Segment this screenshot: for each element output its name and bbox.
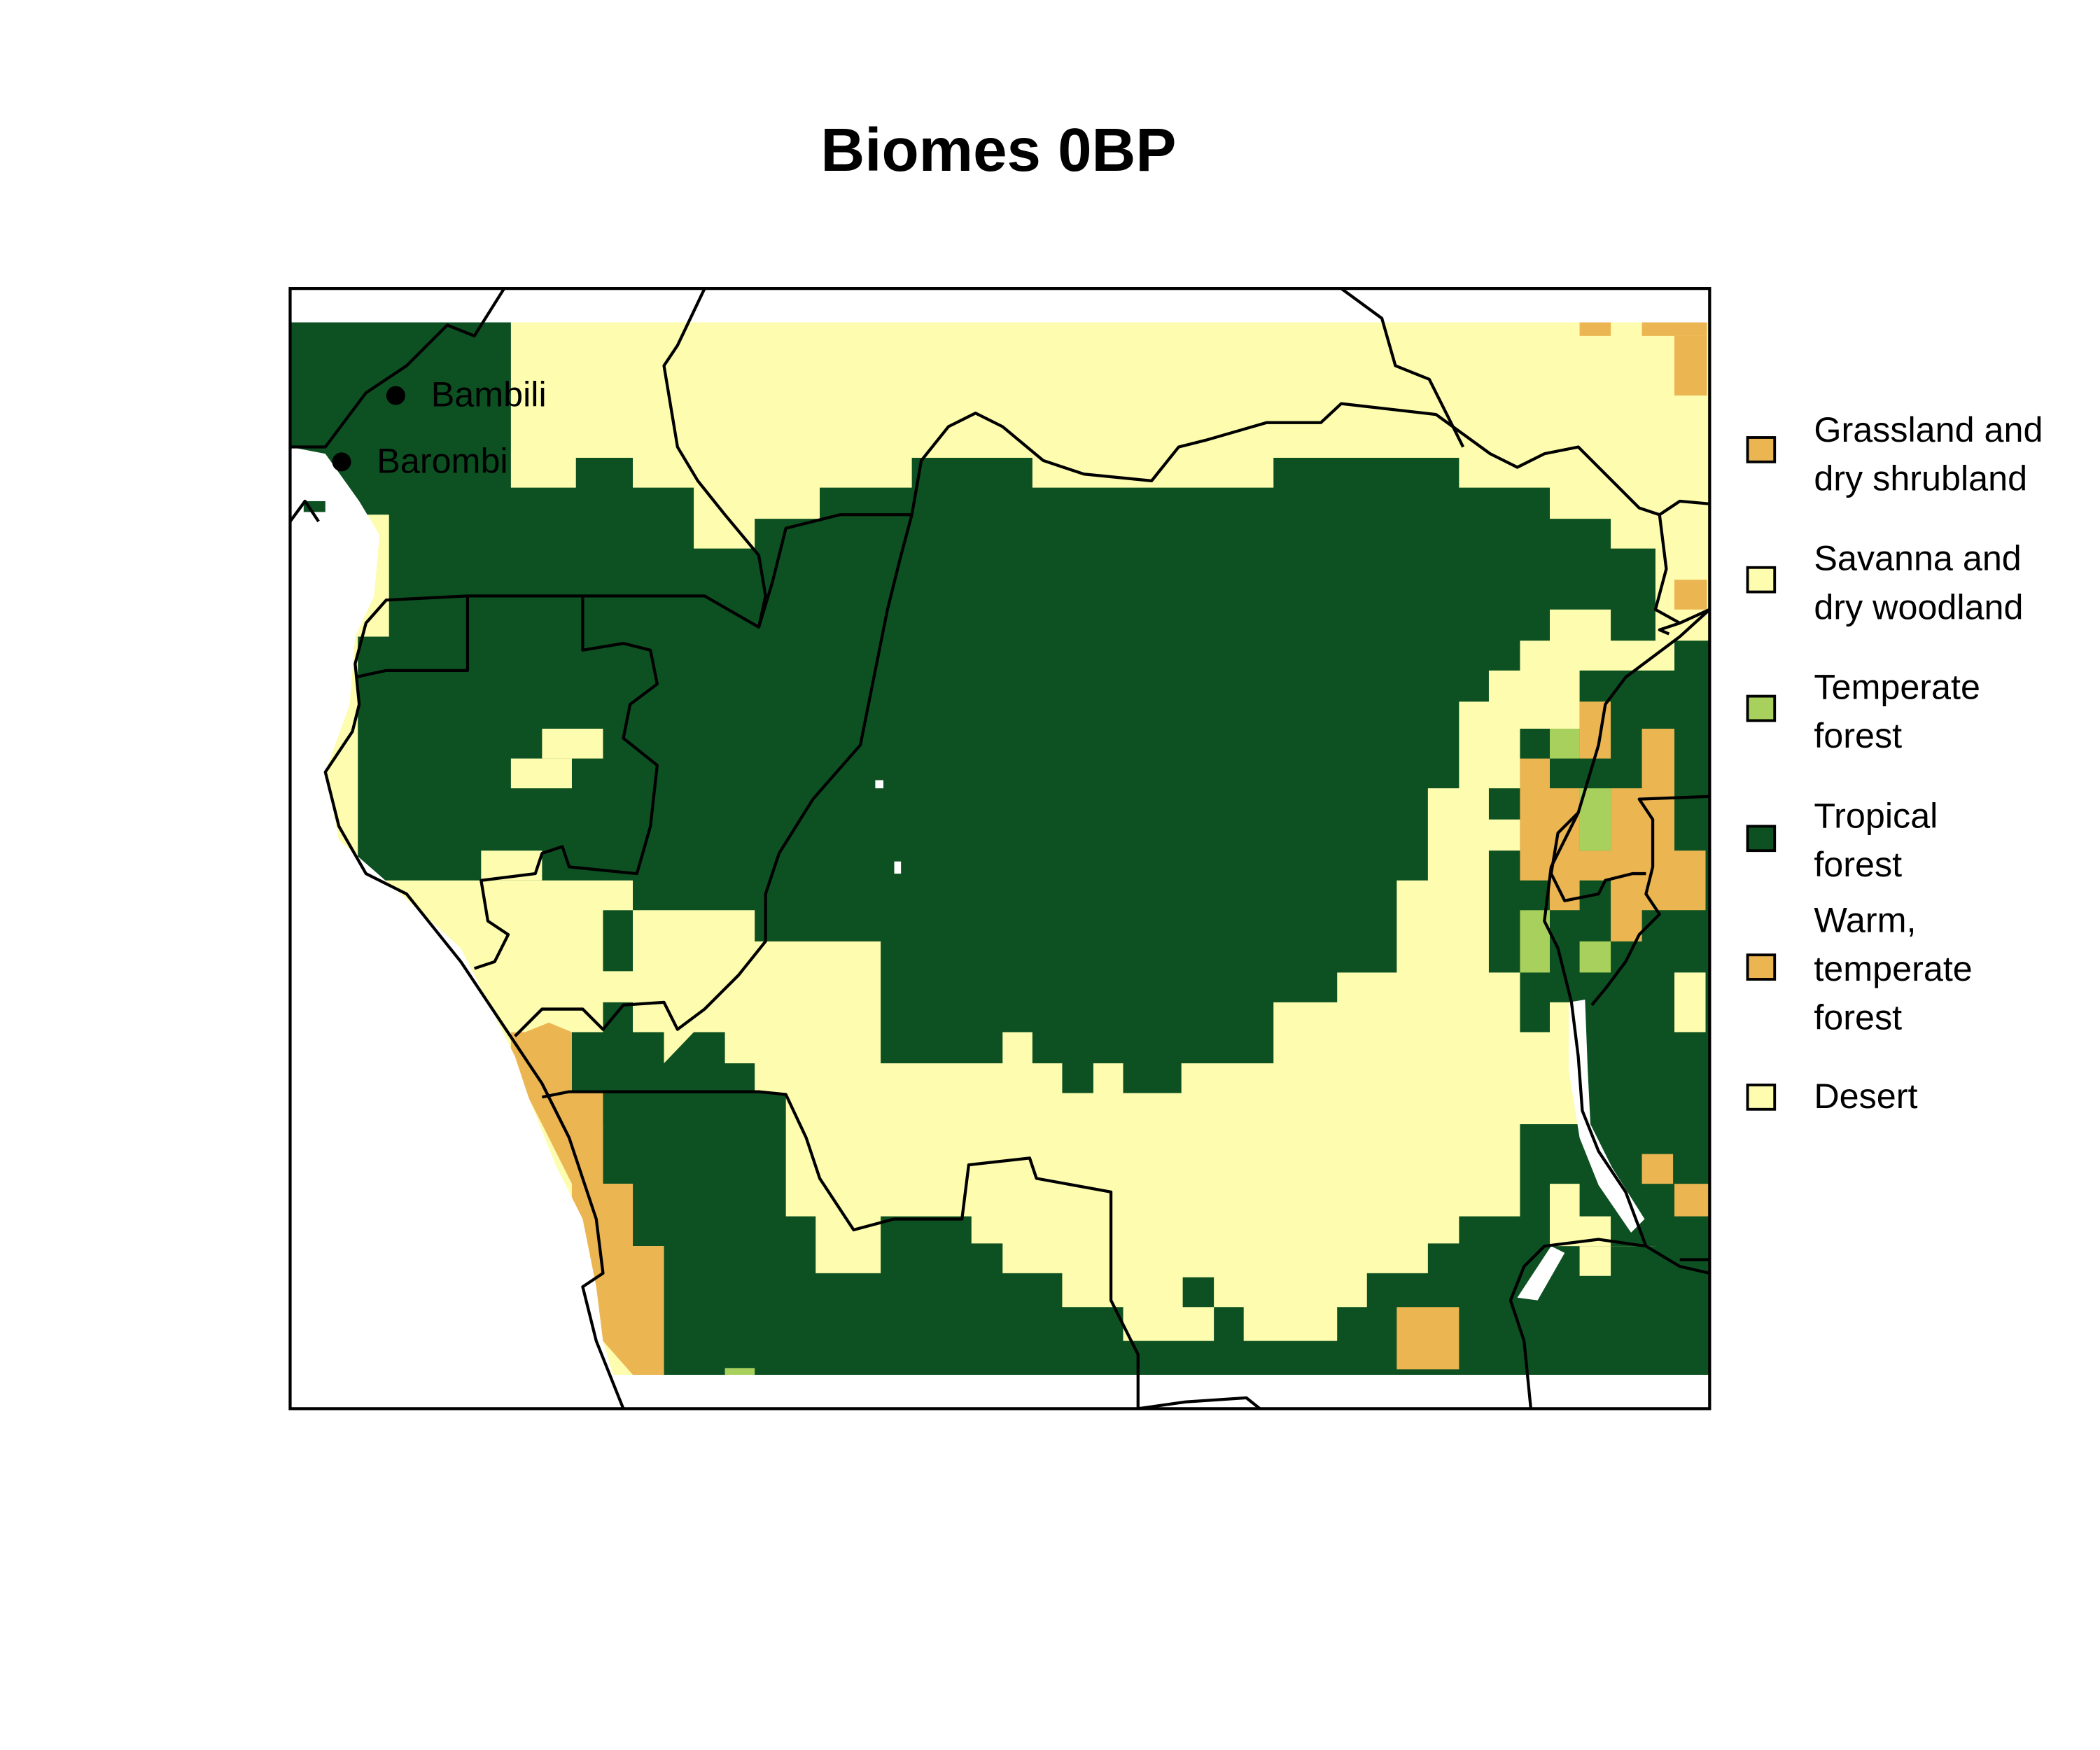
bambili-site-marker — [386, 386, 405, 405]
legend-label-desert: Desert — [1814, 1076, 1917, 1116]
map-no-data-bottom — [290, 1375, 1710, 1409]
country-borders — [290, 288, 1710, 1409]
legend-swatch-desert — [1746, 1083, 1777, 1111]
grassland-patch — [1674, 1184, 1710, 1217]
biome-raster — [290, 288, 1710, 1409]
legend-label-tropical-forest: Tropical forest — [1814, 795, 1947, 884]
grassland-coast — [514, 1022, 572, 1098]
temperate-forest-patch — [1579, 788, 1611, 851]
legend-swatch-warm-temperate-forest — [1746, 953, 1777, 981]
legend-swatch-tropical-forest — [1746, 825, 1777, 853]
legend-label-warm-temperate-forest: Warm, temperate forest — [1814, 899, 1982, 1037]
map-frame — [288, 287, 1712, 1410]
legend-label-savanna: Savanna and dry woodland — [1814, 538, 2031, 627]
legend-swatch-grassland — [1746, 436, 1777, 463]
grassland-patch — [1579, 701, 1611, 759]
legend-label-temperate-forest: Temperate forest — [1814, 666, 1990, 755]
grassland-region — [510, 1032, 664, 1376]
savanna-patch — [542, 729, 603, 759]
map-no-data-top — [290, 288, 1710, 323]
temperate-forest-patch — [724, 1368, 755, 1376]
grassland-patch — [1396, 1307, 1460, 1370]
grassland-patch — [1642, 1154, 1674, 1184]
savanna-patch — [1579, 1246, 1611, 1276]
grassland-patch — [1674, 335, 1707, 396]
temperate-forest-patch — [1579, 941, 1611, 973]
lake-cell — [875, 780, 883, 789]
grassland-patch — [1674, 580, 1707, 610]
legend-swatch-savanna — [1746, 566, 1777, 594]
grassland-patch — [1642, 322, 1707, 336]
grassland-patch — [1579, 322, 1611, 336]
lake-malawi-area — [1517, 1246, 1565, 1301]
temperate-forest-patch — [1550, 729, 1580, 759]
savanna-patch — [510, 758, 572, 789]
grassland-region — [1520, 729, 1706, 941]
barombi-site-marker — [332, 452, 351, 472]
bambili-site-label: Bambili — [431, 374, 547, 414]
ocean — [290, 447, 624, 1409]
legend-label-grassland: Grassland and dry shrubland — [1814, 410, 2052, 498]
legend-swatch-temperate-forest — [1746, 694, 1777, 722]
tropical-forest-patch — [603, 910, 634, 972]
map-panel: Bambili Barombi — [288, 287, 1712, 1410]
tropical-forest-patch — [1488, 788, 1520, 820]
tropical-forest-patch — [1182, 1277, 1214, 1308]
legend: Grassland and dry shrubland Savanna and … — [1746, 410, 2052, 1116]
tropical-forest-region — [571, 972, 1550, 1376]
barombi-site-label: Barombi — [377, 440, 507, 480]
map-title: Biomes 0BP — [820, 116, 1176, 184]
savanna-patch — [1674, 972, 1706, 1032]
tropical-forest-region — [290, 322, 1656, 1093]
lake-cell — [894, 861, 902, 874]
